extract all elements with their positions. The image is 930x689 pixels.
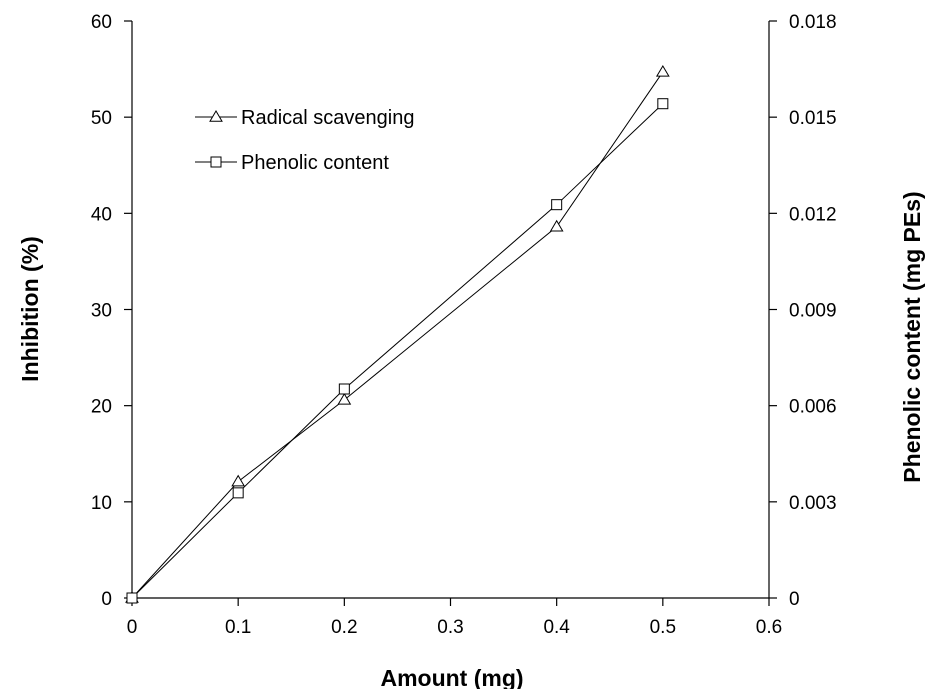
y-tick-label: 50 bbox=[91, 108, 112, 129]
y-tick-label: 20 bbox=[91, 397, 112, 418]
legend: Radical scavenging Phenolic content bbox=[195, 107, 414, 174]
data-point bbox=[231, 474, 246, 487]
data-point bbox=[338, 383, 350, 395]
data-point bbox=[657, 98, 669, 110]
x-tick-label: 0.4 bbox=[543, 617, 570, 638]
y-tick-label: 30 bbox=[91, 301, 112, 322]
x-tick-label: 0.5 bbox=[650, 617, 676, 638]
y-axis-title: Inhibition (%) bbox=[17, 236, 43, 382]
legend-marker bbox=[210, 156, 222, 168]
y-tick-label: 0 bbox=[101, 589, 112, 610]
y-tick-label: 10 bbox=[91, 493, 112, 514]
y-tick-label: 40 bbox=[91, 204, 112, 225]
axes: 0 10 20 30 40 50 60 0 0.003 0.006 0.009 0.012 0.015 0… bbox=[91, 12, 837, 638]
data-point bbox=[549, 219, 564, 232]
series-2 bbox=[126, 98, 669, 604]
y2-tick-label: 0.015 bbox=[789, 108, 837, 129]
y2-tick-label: 0 bbox=[789, 589, 800, 610]
legend-label: Phenolic content bbox=[241, 152, 389, 174]
series-1 bbox=[125, 64, 670, 603]
data-point bbox=[337, 392, 352, 405]
y2-axis-title: Phenolic content (mg PEs) bbox=[899, 191, 925, 482]
x-tick-label: 0.1 bbox=[225, 617, 251, 638]
x-tick-label: 0 bbox=[127, 617, 138, 638]
y-tick-label: 60 bbox=[91, 12, 112, 33]
y2-tick-label: 0.003 bbox=[789, 493, 837, 514]
legend-label: Radical scavenging bbox=[241, 107, 414, 129]
data-point bbox=[655, 64, 670, 77]
legend-item: Radical scavenging bbox=[195, 107, 414, 129]
y2-tick-label: 0.018 bbox=[789, 12, 837, 33]
data-point bbox=[551, 199, 563, 211]
y2-tick-label: 0.012 bbox=[789, 204, 837, 225]
x-tick-label: 0.3 bbox=[437, 617, 463, 638]
x-tick-label: 0.2 bbox=[331, 617, 357, 638]
data-point bbox=[232, 487, 244, 499]
legend-item: Phenolic content bbox=[195, 152, 389, 174]
legend-marker bbox=[209, 110, 223, 122]
plot-area bbox=[125, 64, 670, 604]
y2-tick-label: 0.009 bbox=[789, 301, 837, 322]
series-line bbox=[131, 103, 664, 599]
x-tick-label: 0.6 bbox=[756, 617, 782, 638]
data-point bbox=[126, 592, 138, 604]
y2-tick-label: 0.006 bbox=[789, 397, 837, 418]
x-axis-title: Amount (mg) bbox=[380, 665, 523, 689]
